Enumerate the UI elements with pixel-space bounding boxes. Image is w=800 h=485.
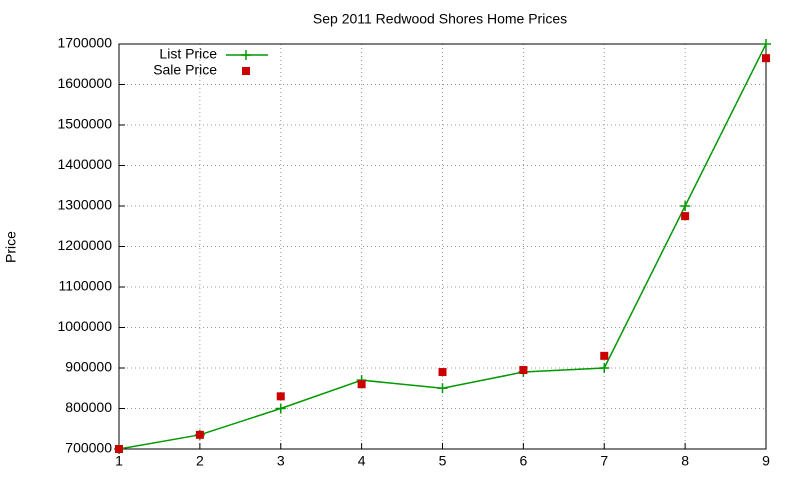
x-tick-label: 2	[196, 453, 204, 469]
x-tick-label: 8	[681, 453, 689, 469]
legend-marker	[241, 50, 251, 60]
x-tick-label: 6	[519, 453, 527, 469]
y-tick-label: 900000	[65, 359, 112, 375]
data-point	[762, 54, 770, 63]
data-point	[761, 39, 771, 49]
y-tick-label: 1400000	[57, 156, 112, 172]
x-tick-label: 3	[277, 453, 285, 469]
y-tick-label: 1600000	[57, 75, 112, 91]
data-point	[357, 380, 366, 389]
data-point	[195, 430, 204, 439]
y-tick-label: 1500000	[57, 116, 112, 132]
data-point	[437, 383, 448, 394]
y-tick-label: 700000	[65, 440, 112, 456]
data-point	[599, 363, 610, 373]
data-point	[681, 212, 690, 221]
data-point	[600, 351, 609, 360]
plot-border	[118, 43, 767, 450]
x-tick-label: 5	[439, 453, 447, 469]
data-point	[680, 201, 691, 211]
data-point	[519, 366, 528, 375]
legend-marker	[242, 67, 250, 75]
y-tick-label: 1300000	[57, 197, 112, 213]
data-point	[115, 445, 123, 453]
x-tick-label: 9	[762, 453, 770, 469]
x-tick-label: 7	[600, 453, 608, 469]
chart-title: Sep 2011 Redwood Shores Home Prices	[313, 11, 567, 27]
y-tick-label: 1700000	[57, 35, 112, 51]
legend-label: List Price	[159, 46, 217, 62]
y-tick-label: 1200000	[57, 237, 112, 253]
data-point	[276, 392, 285, 401]
y-tick-label: 800000	[65, 399, 112, 415]
data-point	[438, 368, 447, 377]
x-tick-label: 4	[358, 453, 366, 469]
y-tick-label: 1100000	[59, 278, 113, 294]
y-tick-label: 1000000	[57, 318, 112, 334]
data-point	[275, 403, 286, 414]
legend-label: Sale Price	[153, 62, 217, 78]
y-axis-label: Price	[3, 231, 19, 263]
x-tick-label: 1	[115, 453, 123, 469]
